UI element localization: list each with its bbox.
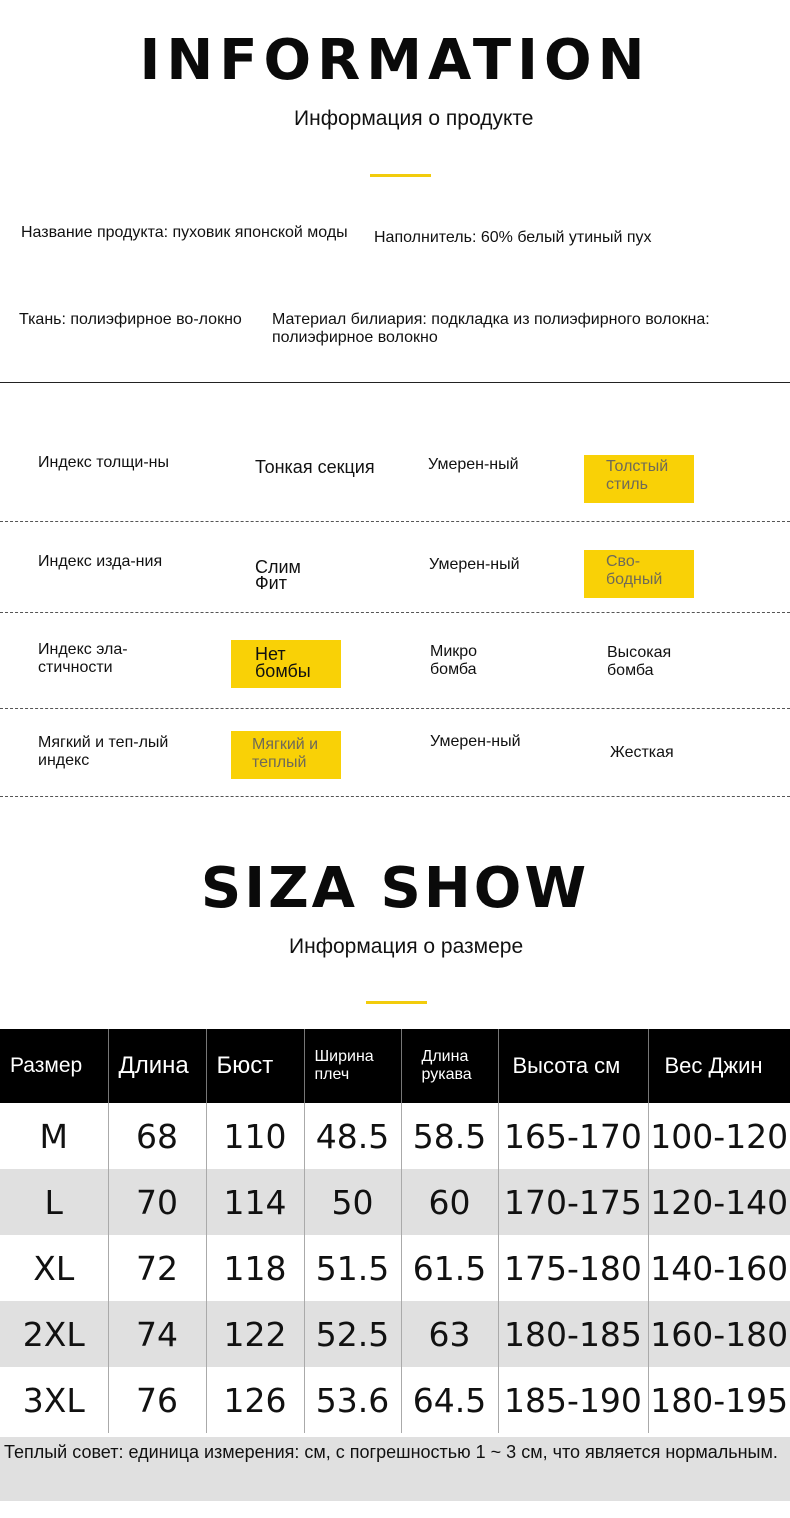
option-micro-stretch: Микро бомба <box>430 643 478 678</box>
option-loose-highlighted: Сво-бодный <box>584 550 694 598</box>
cell-height: 165-170 <box>498 1103 649 1169</box>
cell-length: 74 <box>108 1301 207 1367</box>
cell-sleeve: 64.5 <box>401 1367 499 1433</box>
index-label-thickness: Индекс толщи-ны <box>38 454 169 471</box>
row-divider <box>0 521 790 522</box>
cell-weight: 180-195 <box>650 1380 789 1420</box>
header-sleeve-length: Длина рукава <box>401 1029 499 1103</box>
size-show-subtitle: Информация о размере <box>289 935 524 958</box>
option-no-stretch-highlighted: Нет бомбы <box>231 640 341 688</box>
section-divider <box>0 382 790 383</box>
spec-fabric: Ткань: полиэфирное во-локно <box>19 311 242 328</box>
size-table: Размер Длина Бюст Ширина плеч Длина рука… <box>0 1029 790 1433</box>
row-divider <box>0 612 790 613</box>
option-thin: Тонкая секция <box>255 457 375 477</box>
table-row: XL 72 118 51.5 61.5 175-180 140-160 <box>0 1235 790 1301</box>
table-row: L 70 114 50 60 170-175 120-140 <box>0 1169 790 1235</box>
header-bust: Бюст <box>206 1029 305 1103</box>
option-stiff: Жесткая <box>610 744 674 761</box>
header-size: Размер <box>0 1029 109 1103</box>
cell-bust: 126 <box>206 1367 305 1433</box>
cell-weight: 160-180 <box>648 1301 790 1367</box>
accent-underline <box>366 1001 427 1004</box>
cell-height: 185-190 <box>498 1367 649 1433</box>
cell-height: 170-175 <box>498 1169 649 1235</box>
option-high-stretch: Высокая бомба <box>607 644 672 679</box>
cell-length: 76 <box>108 1367 207 1433</box>
option-soft-warm-highlighted: Мягкий и теплый <box>231 731 341 779</box>
option-moderate: Умерен-ный <box>430 733 521 750</box>
cell-length: 72 <box>108 1235 207 1301</box>
header-length: Длина <box>108 1029 207 1103</box>
cell-height: 175-180 <box>498 1235 649 1301</box>
header-shoulder-width: Ширина плеч <box>304 1029 402 1103</box>
cell-bust: 118 <box>206 1235 305 1301</box>
option-moderate: Умерен-ный <box>429 556 520 573</box>
cell-weight: 120-140 <box>648 1169 790 1235</box>
measurement-note: Теплый совет: единица измерения: см, с п… <box>0 1437 790 1501</box>
cell-size: 2XL <box>0 1301 109 1367</box>
index-label-elasticity: Индекс эла-стичности <box>38 641 128 676</box>
header-weight: Вес Джин <box>648 1029 790 1103</box>
table-row: 2XL 74 122 52.5 63 180-185 160-180 <box>0 1301 790 1367</box>
option-thick-highlighted: Толстый стиль <box>584 455 694 503</box>
table-header-row: Размер Длина Бюст Ширина плеч Длина рука… <box>0 1029 790 1103</box>
spec-lining: Материал билиария: подкладка из полиэфир… <box>272 311 710 346</box>
index-label-softness: Мягкий и теп-лый индекс <box>38 734 169 769</box>
accent-underline <box>370 174 431 177</box>
cell-size: L <box>0 1169 109 1235</box>
table-row: 3XL 76 126 53.6 64.5 185-190 180-195 <box>0 1367 790 1433</box>
table-row: M 68 110 48.5 58.5 165-170 100-120 <box>0 1103 790 1169</box>
cell-size: M <box>0 1103 109 1169</box>
cell-sleeve: 58.5 <box>401 1103 499 1169</box>
cell-size: XL <box>0 1235 109 1301</box>
information-title: INFORMATION <box>139 28 651 93</box>
cell-bust: 110 <box>206 1103 305 1169</box>
cell-size: 3XL <box>0 1367 109 1433</box>
option-moderate: Умерен-ный <box>428 456 519 473</box>
spec-product-name: Название продукта: пуховик японской моды <box>21 224 348 241</box>
cell-weight: 100-120 <box>650 1116 789 1156</box>
cell-length: 68 <box>108 1103 207 1169</box>
cell-length: 70 <box>108 1169 207 1235</box>
row-divider <box>0 708 790 709</box>
spec-filler: Наполнитель: 60% белый утиный пух <box>374 229 652 246</box>
cell-bust: 114 <box>206 1169 305 1235</box>
cell-shoulder: 48.5 <box>304 1103 402 1169</box>
cell-shoulder: 51.5 <box>304 1235 402 1301</box>
option-slim-fit: Слим Фит <box>255 557 301 593</box>
cell-bust: 122 <box>206 1301 305 1367</box>
cell-shoulder: 52.5 <box>304 1301 402 1367</box>
size-show-title: SIZA SHOW <box>200 856 590 921</box>
cell-weight: 140-160 <box>650 1248 789 1288</box>
cell-sleeve: 61.5 <box>401 1235 499 1301</box>
row-divider <box>0 796 790 797</box>
cell-sleeve: 63 <box>401 1301 499 1367</box>
cell-sleeve: 60 <box>401 1169 499 1235</box>
index-label-fit: Индекс изда-ния <box>38 553 163 570</box>
information-subtitle: Информация о продукте <box>294 107 534 130</box>
header-height: Высота см <box>498 1029 649 1103</box>
cell-shoulder: 53.6 <box>304 1367 402 1433</box>
cell-shoulder: 50 <box>304 1169 402 1235</box>
cell-height: 180-185 <box>498 1301 649 1367</box>
